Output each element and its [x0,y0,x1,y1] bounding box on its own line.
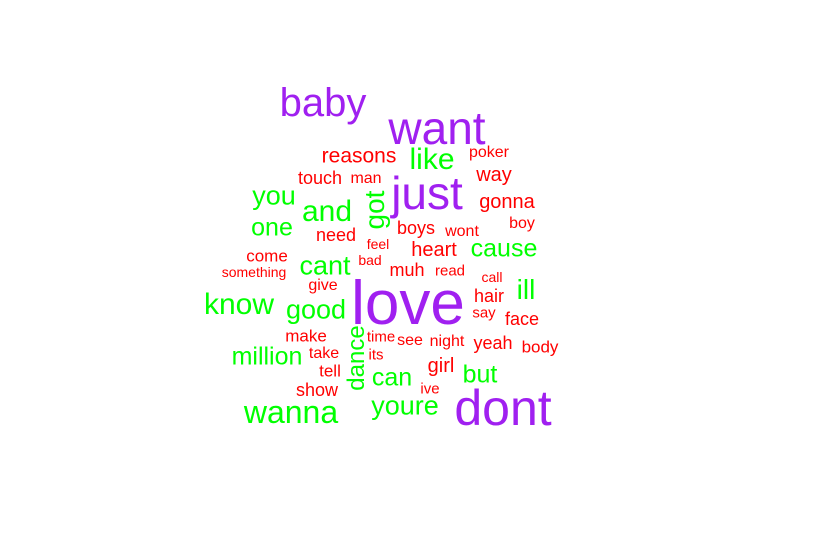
word-yeah: yeah [473,333,513,353]
word-touch: touch [297,168,343,188]
word-wont: wont [445,223,479,240]
word-one: one [251,213,293,242]
word-need: need [315,225,357,245]
word-take: take [308,345,340,362]
word-you: you [252,180,296,211]
word-and: and [301,195,353,228]
word-see: see [397,332,423,349]
word-got: got [359,190,390,230]
word-dance: dance [343,325,370,391]
word-muh: muh [389,260,425,280]
word-dont: dont [454,380,552,436]
word-girl: girl [427,355,455,377]
word-make: make [285,326,327,346]
word-love: love [351,269,465,338]
word-poker: poker [468,144,510,161]
word-want: want [388,102,486,154]
word-youre: youre [371,390,439,421]
word-give: give [308,277,338,294]
word-ive: ive [420,380,440,398]
word-say: say [472,304,496,322]
word-tell: tell [319,361,341,381]
word-read: read [434,262,466,280]
word-come: come [246,246,288,266]
word-body: body [521,337,559,357]
word-call: call [481,269,503,285]
word-can: can [371,363,413,392]
word-show: show [295,380,339,400]
word-boy: boy [509,215,535,232]
word-but: but [462,360,498,389]
word-man: man [350,170,382,187]
word-reasons: reasons [321,144,397,168]
word-hair: hair [473,286,505,306]
word-feel: feel [366,236,390,252]
word-time: time [366,328,396,346]
word-way: way [476,164,512,186]
word-something: something [221,264,287,280]
word-its: its [368,346,384,364]
word-baby: baby [279,81,367,125]
word-good: good [285,294,347,325]
word-ill: ill [516,274,536,305]
word-bad: bad [358,252,382,268]
word-heart: heart [411,239,457,261]
word-wanna: wanna [243,394,339,430]
word-like: like [409,143,455,176]
word-boys: boys [396,218,436,238]
word-cant: cant [299,250,351,281]
word-million: million [231,342,303,371]
word-know: know [203,288,275,321]
word-just: just [391,167,463,219]
word-cause: cause [470,234,538,263]
word-face: face [504,309,540,329]
word-night: night [429,333,465,350]
word-gonna: gonna [479,191,535,213]
